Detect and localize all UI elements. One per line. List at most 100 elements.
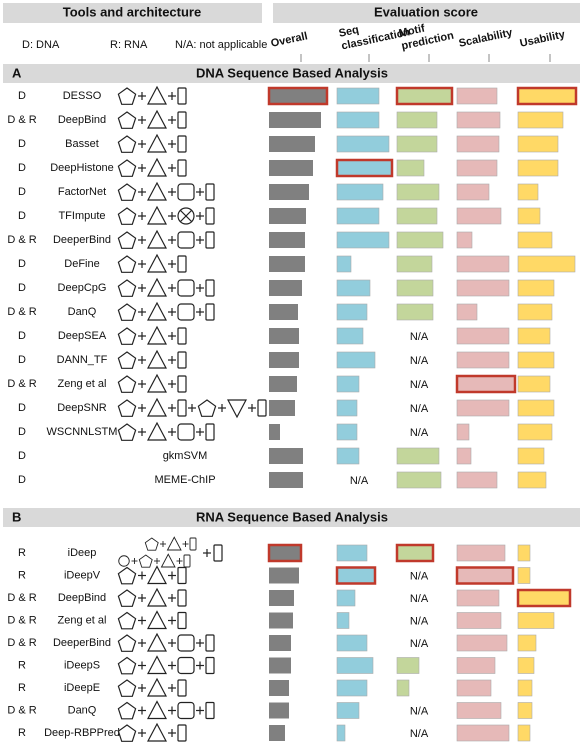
score-bar (456, 303, 478, 321)
icon-rect (177, 611, 187, 630)
score-bar (396, 447, 440, 465)
score-bar (517, 159, 559, 177)
molecule-type: D (18, 90, 26, 102)
icon-rect (177, 399, 187, 417)
score-bar (269, 256, 305, 272)
score-bar (336, 351, 376, 369)
icon-pentagon (117, 634, 137, 652)
icon-triangle (147, 677, 167, 697)
na-label: N/A (410, 728, 429, 740)
score-bar (396, 679, 410, 697)
icon-rect (177, 327, 187, 345)
icon-pentagon (117, 111, 137, 129)
score-bar (456, 159, 498, 177)
icon-circle (118, 555, 130, 567)
icon-square (177, 656, 195, 675)
score-bar (517, 612, 555, 629)
icon-pentagon (117, 679, 137, 697)
score-bar (269, 112, 321, 128)
icon-rect (205, 183, 215, 201)
score-bar (456, 279, 510, 297)
icon-rect (177, 351, 187, 369)
column-header-text: Scalability (458, 27, 515, 50)
tool-name: DanQ (68, 306, 97, 318)
score-bar (517, 255, 576, 273)
score-bar (336, 423, 358, 441)
na-label: N/A (410, 593, 429, 605)
architecture (117, 85, 187, 105)
icon-x (180, 210, 192, 222)
score-bar (516, 588, 572, 608)
score-bar (336, 679, 368, 697)
score-bar (517, 423, 553, 441)
score-bar (336, 327, 364, 345)
tool-name: DeepBind (58, 114, 106, 126)
icon-rect (177, 566, 187, 585)
icon-pentagon (117, 231, 137, 249)
score-bar (269, 184, 309, 200)
molecule-type: D & R (7, 234, 36, 246)
tool-name: DeepBind (58, 592, 106, 604)
score-bar (455, 374, 517, 394)
icon-triangle (147, 373, 167, 393)
score-bar (395, 543, 435, 563)
molecule-type: D & R (7, 378, 36, 390)
molecule-type: D (18, 330, 26, 342)
score-bar (517, 279, 555, 297)
tool-name: DeeperBind (53, 637, 111, 649)
icon-square (177, 183, 195, 201)
score-bar (396, 303, 434, 321)
molecule-type: R (18, 727, 26, 739)
score-bar (517, 447, 545, 465)
tool-name: MEME-ChIP (154, 474, 215, 486)
icon-pentagon (117, 207, 137, 225)
icon-rect (205, 423, 215, 441)
score-bar (269, 136, 315, 152)
score-bar (517, 135, 559, 153)
right-header-box (273, 3, 580, 23)
score-bar (336, 702, 360, 719)
score-bar (517, 303, 553, 321)
icon-triangle (147, 133, 167, 153)
score-bar (456, 87, 498, 105)
score-bar (336, 544, 368, 562)
na-label: N/A (410, 638, 429, 650)
score-bar (517, 471, 547, 489)
icon-triangle (147, 655, 167, 675)
architecture (117, 253, 187, 273)
score-bar (267, 86, 329, 106)
score-bar (269, 304, 298, 320)
tool-name: DESSO (63, 90, 102, 102)
icon-rect (205, 656, 215, 675)
molecule-type: D & R (7, 704, 36, 716)
score-bar (336, 375, 360, 393)
molecule-type: R (18, 569, 26, 581)
architecture (117, 632, 215, 652)
score-bar (336, 612, 350, 629)
icon-rect (183, 554, 191, 568)
architecture (117, 205, 215, 225)
icon-rect (177, 135, 187, 153)
icon-pentagon (117, 327, 137, 345)
score-bar (456, 423, 470, 441)
score-bar (517, 351, 555, 369)
score-bar (269, 280, 302, 296)
score-bar (336, 135, 390, 153)
icon-triangle (147, 325, 167, 345)
score-bar (456, 634, 508, 652)
score-bar (335, 158, 394, 178)
icon-square (177, 701, 195, 720)
legend-item: R: RNA (110, 39, 148, 51)
score-bar (517, 207, 541, 225)
icon-circle-x (177, 207, 195, 225)
tool-name: iDeepV (64, 569, 101, 581)
score-bar (336, 589, 356, 607)
score-bar (396, 111, 438, 129)
score-bar (456, 207, 502, 225)
score-bar (269, 567, 299, 584)
icon-triangle (147, 205, 167, 225)
na-label: N/A (410, 379, 429, 391)
score-bar (516, 86, 578, 106)
icon-rect (257, 399, 267, 417)
icon-rect (177, 589, 187, 607)
